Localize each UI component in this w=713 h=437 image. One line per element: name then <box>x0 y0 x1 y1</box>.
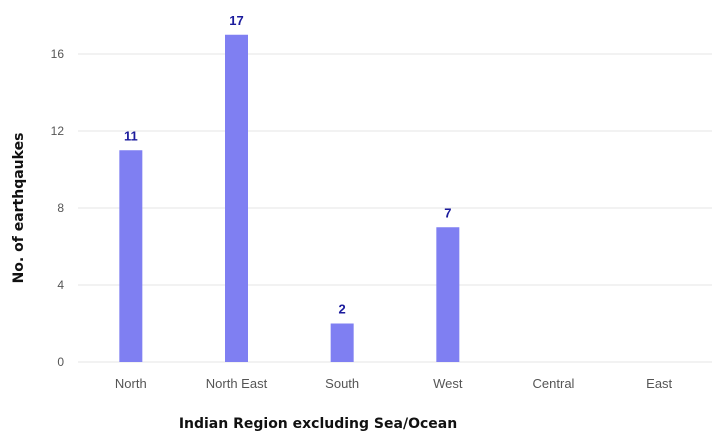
x-tick-label: North <box>115 376 147 391</box>
bar-north <box>119 150 143 362</box>
bar-north-east <box>225 34 248 362</box>
y-tick-label: 16 <box>51 47 65 61</box>
x-tick-label: South <box>325 376 359 391</box>
y-tick-label: 8 <box>57 201 64 215</box>
y-tick-label: 12 <box>51 124 65 138</box>
data-label: 11 <box>124 128 138 143</box>
bars <box>119 34 460 362</box>
data-label: 2 <box>339 302 346 317</box>
data-label: 7 <box>444 205 451 220</box>
x-tick-label: East <box>646 376 672 391</box>
bar-west <box>436 227 460 362</box>
data-label: 17 <box>229 13 243 28</box>
gridlines <box>78 53 712 363</box>
x-tick-label: Central <box>533 376 575 391</box>
x-tick-label: West <box>433 376 463 391</box>
x-tick-label: North East <box>206 376 268 391</box>
bar-south <box>330 323 354 362</box>
data-labels: 11 17 2 7 <box>124 13 451 317</box>
x-tick-labels: North North East South West Central East <box>115 376 673 391</box>
y-axis-title: No. of earthqaukes <box>11 133 27 284</box>
y-tick-label: 0 <box>57 355 64 369</box>
x-axis-title: Indian Region excluding Sea/Ocean <box>179 416 457 432</box>
y-tick-label: 4 <box>57 278 64 292</box>
y-tick-labels: 0 4 8 12 16 <box>51 47 65 369</box>
